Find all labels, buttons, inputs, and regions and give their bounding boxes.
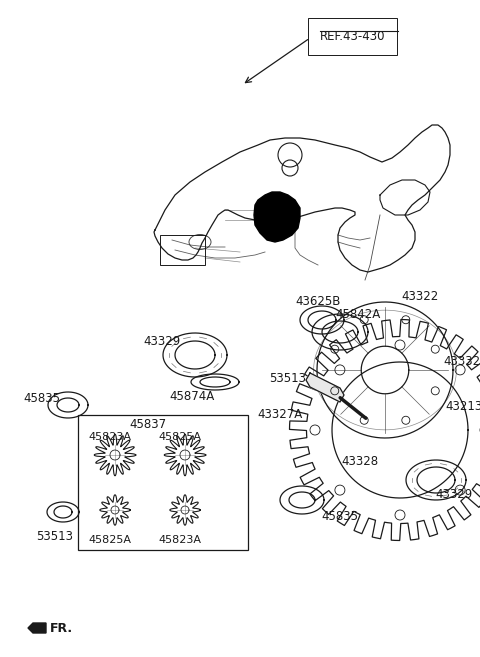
- Text: 45835: 45835: [322, 510, 359, 523]
- Text: 43327A: 43327A: [257, 408, 302, 421]
- Text: 45835: 45835: [24, 392, 60, 405]
- Polygon shape: [28, 623, 46, 633]
- Text: 45837: 45837: [130, 418, 167, 431]
- Text: 45874A: 45874A: [169, 390, 215, 403]
- Text: 43328: 43328: [341, 455, 379, 468]
- Text: 45842A: 45842A: [336, 308, 381, 321]
- Text: 45825A: 45825A: [88, 535, 132, 545]
- Text: 43322: 43322: [401, 290, 439, 303]
- Text: 53513: 53513: [36, 530, 73, 543]
- Text: 43332: 43332: [444, 355, 480, 368]
- Text: 43329: 43329: [435, 488, 473, 501]
- Polygon shape: [306, 373, 344, 402]
- Text: 53513: 53513: [269, 372, 307, 385]
- Text: FR.: FR.: [50, 622, 73, 635]
- Text: 43329: 43329: [144, 335, 180, 348]
- Text: 45823A: 45823A: [158, 535, 202, 545]
- Polygon shape: [254, 192, 300, 242]
- Text: 43625B: 43625B: [295, 295, 341, 308]
- Bar: [160, 235, 205, 265]
- Text: REF.43-430: REF.43-430: [320, 30, 385, 43]
- Bar: [78, 415, 248, 550]
- Text: 43213: 43213: [445, 400, 480, 413]
- Text: 45823A: 45823A: [88, 432, 132, 442]
- Text: 45825A: 45825A: [158, 432, 202, 442]
